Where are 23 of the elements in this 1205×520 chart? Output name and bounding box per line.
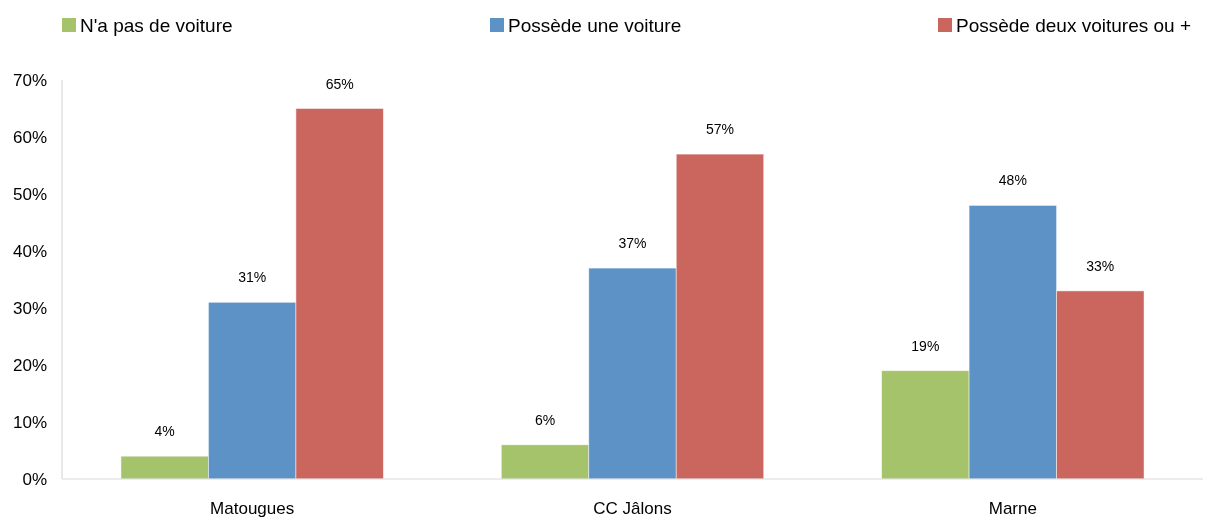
x-tick-label: Marne — [988, 499, 1037, 518]
y-tick-label: 40% — [12, 241, 47, 261]
data-label: 33% — [1086, 257, 1115, 274]
data-label: 57% — [705, 121, 734, 138]
data-label: 48% — [998, 172, 1027, 189]
y-tick-label: 20% — [12, 355, 47, 375]
legend-label: Possède une voiture — [508, 14, 682, 36]
data-label: 19% — [911, 337, 940, 354]
x-tick-label: Matougues — [210, 499, 295, 518]
data-label: 4% — [154, 423, 175, 440]
legend-label: Possède deux voitures ou + — [956, 14, 1192, 36]
y-tick-label: 10% — [12, 412, 47, 432]
y-tick-label: 60% — [12, 127, 47, 147]
data-label: 6% — [534, 411, 556, 428]
data-label: 65% — [325, 75, 354, 92]
x-tick-label: CC Jâlons — [593, 499, 672, 518]
y-tick-label: 0% — [22, 469, 47, 489]
legend-label: N'a pas de voiture — [80, 14, 233, 36]
y-tick-label: 70% — [12, 70, 47, 90]
y-tick-label: 30% — [12, 298, 47, 318]
data-label: 37% — [618, 235, 647, 252]
data-label: 31% — [238, 269, 267, 286]
y-tick-label: 50% — [12, 184, 47, 204]
